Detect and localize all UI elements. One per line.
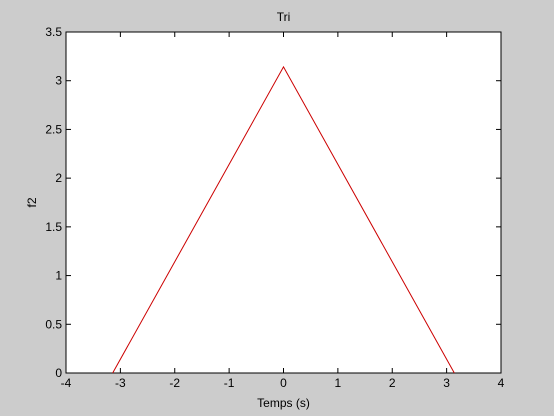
chart-title: Tri: [277, 10, 291, 24]
x-tick-label: -3: [115, 376, 126, 390]
x-tick-label: -1: [224, 376, 235, 390]
y-tick-label: 1.5: [45, 220, 62, 234]
y-tick-label: 1: [55, 269, 62, 283]
y-axis-label: f2: [25, 197, 39, 207]
axes-background: [66, 32, 501, 373]
series-group: [112, 65, 455, 374]
x-tick-label: 4: [498, 376, 505, 390]
y-tick-label: 3.5: [45, 25, 62, 39]
x-tick-label: -4: [61, 376, 72, 390]
y-tick-label: 2: [55, 171, 62, 185]
y-tick-label: 3: [55, 74, 62, 88]
y-tick-label: 0: [55, 366, 62, 380]
series-line-f2: [112, 65, 455, 374]
x-tick-label: 0: [280, 376, 287, 390]
x-tick-label: 3: [443, 376, 450, 390]
y-axis-ticks: 0 0.5 1 1.5 2 2.5 3 3.5: [45, 25, 501, 380]
y-tick-label: 0.5: [45, 317, 62, 331]
x-axis-ticks: -4 -3 -2 -1 0 1 2 3 4: [61, 32, 505, 390]
x-axis-label: Temps (s): [257, 396, 310, 410]
x-tick-label: 2: [389, 376, 396, 390]
y-tick-label: 2.5: [45, 122, 62, 136]
x-tick-label: -2: [169, 376, 180, 390]
x-tick-label: 1: [335, 376, 342, 390]
